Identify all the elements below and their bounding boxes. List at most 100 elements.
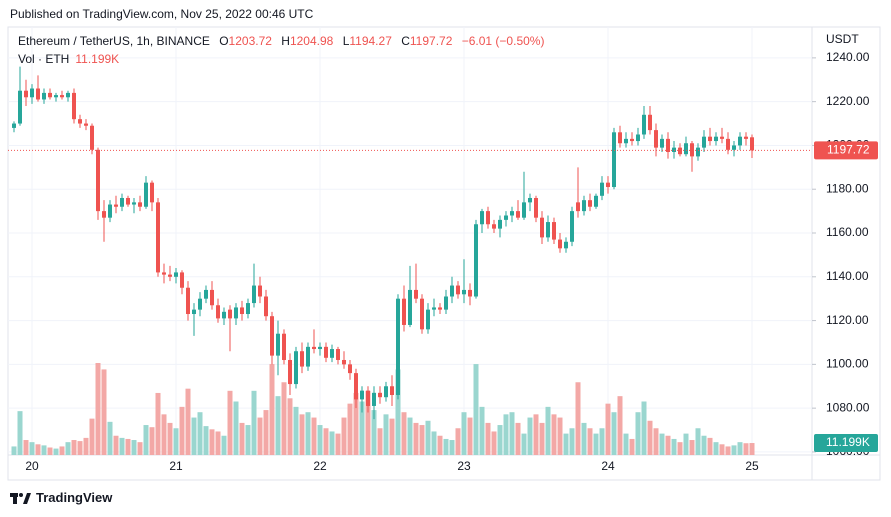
volume-bar xyxy=(587,428,593,455)
candle-body xyxy=(276,333,280,356)
candle-body xyxy=(264,296,268,317)
candle xyxy=(360,386,364,413)
candle-body xyxy=(108,204,112,218)
volume-bar xyxy=(389,418,395,455)
candle xyxy=(306,342,310,371)
candle-body xyxy=(612,132,616,188)
candle xyxy=(438,303,442,315)
volume-bar xyxy=(11,446,17,455)
candle xyxy=(528,193,532,212)
candle xyxy=(144,176,148,209)
candle-body xyxy=(642,114,646,135)
volume-bar xyxy=(707,437,713,455)
candle-body xyxy=(708,136,712,142)
candle-body xyxy=(582,200,586,212)
candle-body xyxy=(672,147,676,153)
candle-body xyxy=(372,392,376,406)
candle-body xyxy=(468,289,472,297)
candle xyxy=(720,127,724,144)
x-tick-label: 21 xyxy=(169,459,183,473)
candle-body xyxy=(432,307,436,310)
published-note: Published on TradingView.com, Nov 25, 20… xyxy=(10,7,314,21)
candle-body xyxy=(606,182,610,188)
volume-bar xyxy=(383,414,389,455)
candle xyxy=(84,119,88,131)
candle-body xyxy=(300,351,304,367)
candle xyxy=(702,130,706,153)
volume-bar xyxy=(119,437,125,455)
y-tick-label: 1160.00 xyxy=(826,225,869,239)
low-letter: L xyxy=(342,34,350,48)
candle xyxy=(660,134,664,153)
volume-bar xyxy=(449,440,455,455)
candle xyxy=(168,265,172,282)
candle xyxy=(654,123,658,157)
candle xyxy=(336,346,340,365)
candle-body xyxy=(12,123,16,128)
volume-bar xyxy=(659,433,665,455)
candle xyxy=(468,283,472,306)
candle-body xyxy=(162,272,166,275)
candle xyxy=(570,206,574,247)
candle xyxy=(510,206,514,223)
candle xyxy=(480,208,484,234)
candle xyxy=(282,329,286,365)
candle xyxy=(558,233,562,253)
candle-body xyxy=(42,92,46,100)
candle-body xyxy=(588,200,592,207)
x-tick-label: 25 xyxy=(745,459,759,473)
volume-bar xyxy=(227,390,233,455)
volume-bar xyxy=(83,437,89,455)
close-value: 1197.72 xyxy=(409,34,453,48)
candle xyxy=(540,211,544,244)
candle-body xyxy=(726,138,730,150)
candle-body xyxy=(60,95,64,98)
candle-body xyxy=(120,197,124,207)
volume-bar xyxy=(131,440,137,455)
candle-body xyxy=(270,316,274,356)
volume-bar xyxy=(485,422,491,455)
volume-bar xyxy=(623,433,629,455)
candle xyxy=(414,263,418,304)
candle-body xyxy=(114,204,118,207)
volume-bar xyxy=(329,431,335,455)
volume-tag-label: 11.199K xyxy=(826,435,870,449)
volume-layer xyxy=(11,363,755,455)
candle xyxy=(744,132,748,146)
candle xyxy=(390,375,394,406)
candle xyxy=(486,206,490,229)
candle-body xyxy=(744,136,748,139)
candle-body xyxy=(444,296,448,310)
candle-body xyxy=(132,202,136,205)
volume-bar xyxy=(197,412,203,455)
volume-bar xyxy=(173,428,179,455)
candle xyxy=(594,193,598,209)
volume-bar xyxy=(341,417,347,455)
volume-bar xyxy=(311,417,317,455)
volume-bar xyxy=(509,412,515,455)
candle-body xyxy=(450,285,454,297)
candle xyxy=(408,265,412,328)
candle xyxy=(372,386,376,420)
volume-bar xyxy=(491,431,497,455)
y-tick-label: 1080.00 xyxy=(826,400,870,414)
volume-bar xyxy=(551,414,557,455)
candle-body xyxy=(84,123,88,126)
volume-bar xyxy=(665,435,671,455)
candle-body xyxy=(516,211,520,218)
volume-bar xyxy=(167,422,173,455)
volume-bar xyxy=(239,422,245,455)
volume-bar xyxy=(431,431,437,455)
candle xyxy=(258,276,262,304)
volume-legend: Vol · ETH 11.199K xyxy=(18,52,119,66)
y-tick-label: 1220.00 xyxy=(826,94,870,108)
candle-body xyxy=(318,346,322,350)
y-tick-label: 1180.00 xyxy=(826,181,869,195)
volume-bar xyxy=(545,406,551,455)
candle xyxy=(630,132,634,146)
candle-body xyxy=(630,138,634,142)
candle xyxy=(228,305,232,352)
candle xyxy=(504,211,508,227)
candle-body xyxy=(186,287,190,315)
candle xyxy=(600,176,604,201)
